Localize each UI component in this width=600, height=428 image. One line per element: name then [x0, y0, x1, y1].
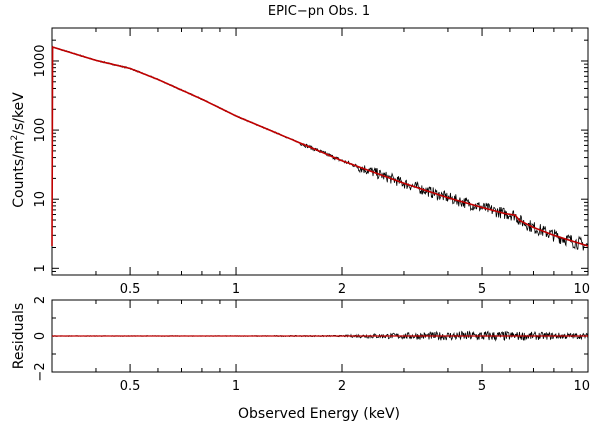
residuals-panel: −2 0 2 0.5 1 2 5 10 Residuals — [11, 296, 590, 394]
x-tick-label: 0.5 — [120, 379, 141, 394]
y-tick-label: 1 — [33, 264, 48, 272]
spectrum-y-tick-labels: 1 10 100 1000 — [33, 44, 48, 272]
residuals-y-axis-label: Residuals — [11, 303, 27, 369]
y-label-base: Counts/m — [11, 141, 27, 208]
residuals-y-tick-labels: −2 0 2 — [33, 296, 48, 382]
y-label-tail: /s/keV — [11, 92, 27, 135]
x-tick-label: 0.5 — [120, 282, 141, 297]
residuals-x-ticks — [51, 300, 589, 372]
residuals-x-tick-labels: 0.5 1 2 5 10 — [120, 379, 590, 394]
y-tick-label: 100 — [33, 118, 48, 143]
y-label-superscript: 2 — [10, 135, 20, 141]
y-tick-label: 1000 — [33, 44, 48, 77]
x-tick-label: 2 — [338, 379, 346, 394]
x-tick-label: 1 — [232, 282, 240, 297]
spectrum-x-ticks — [51, 28, 589, 275]
y-tick-label: 2 — [33, 296, 48, 304]
x-tick-label: 10 — [573, 379, 590, 394]
x-axis-label: Observed Energy (keV) — [238, 406, 400, 422]
residuals-y-ticks — [52, 299, 588, 373]
chart-title: EPIC−pn Obs. 1 — [268, 4, 370, 19]
y-tick-label: 0 — [33, 332, 48, 340]
x-tick-label: 1 — [232, 379, 240, 394]
spectrum-x-tick-labels: 0.5 1 2 5 10 — [120, 282, 590, 297]
x-tick-label: 2 — [338, 282, 346, 297]
spectrum-model-series — [51, 45, 589, 247]
spectrum-y-axis-label: Counts/m2/s/keV — [10, 92, 27, 208]
spectrum-y-ticks — [52, 27, 588, 276]
spectrum-data-series — [51, 44, 589, 251]
x-tick-label: 5 — [478, 282, 486, 297]
y-tick-label: 10 — [33, 191, 48, 208]
y-tick-label: −2 — [33, 362, 48, 381]
x-tick-label: 5 — [478, 379, 486, 394]
x-tick-label: 10 — [573, 282, 590, 297]
